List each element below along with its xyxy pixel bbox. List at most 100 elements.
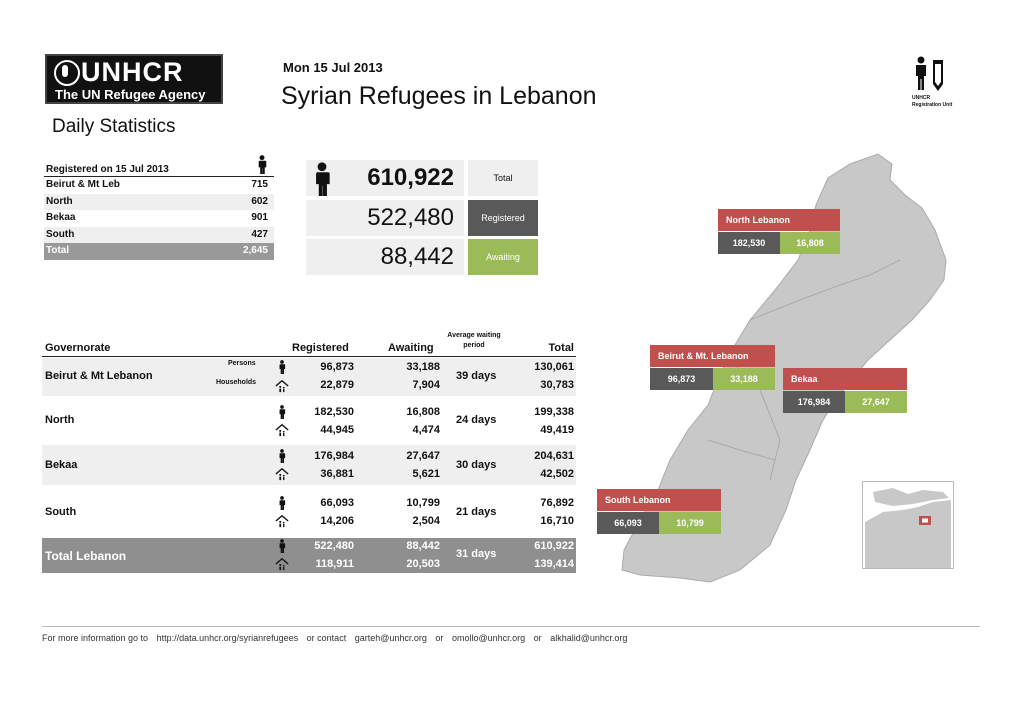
household-icon (275, 557, 289, 571)
governorate-table: Governorate Registered Awaiting Average … (42, 330, 576, 575)
footer-email[interactable]: alkhalid@unhcr.org (550, 633, 628, 643)
total-label: Total (468, 160, 538, 196)
footer-link[interactable]: http://data.unhcr.org/syrianrefugees (156, 633, 299, 643)
map-box-beirut-mt-lebanon: Beirut & Mt. Lebanon 96,873 33,188 (650, 345, 775, 391)
col-registered: Registered (292, 342, 349, 354)
col-governorate: Governorate (45, 342, 111, 354)
household-icon (275, 467, 289, 481)
table-row: Beirut & Mt Leb 715 (44, 177, 274, 194)
awaiting-persons: 27,647 (406, 450, 440, 462)
household-icon (275, 379, 289, 393)
registered-households: 14,206 (320, 515, 354, 527)
total-households: 30,783 (540, 379, 574, 391)
awaiting-households: 4,474 (412, 424, 440, 436)
row-label: South (46, 228, 75, 240)
registration-unit-label: UNHCR Registration Unit (912, 95, 972, 109)
unit-line1: UNHCR (912, 95, 931, 101)
avg-wait-days: 24 days (456, 414, 497, 426)
total-households: 49,419 (540, 424, 574, 436)
avg-wait-days: 21 days (456, 506, 497, 518)
registered-label: Registered (468, 200, 538, 236)
map-box-south-lebanon: South Lebanon 66,093 10,799 (597, 489, 721, 535)
logo-line1: UNHCR (81, 57, 184, 87)
map-box-name: Beirut & Mt. Lebanon (650, 345, 775, 367)
awaiting-persons: 16,808 (406, 406, 440, 418)
awaiting-persons: 10,799 (406, 497, 440, 509)
registered-persons: 66,093 (320, 497, 354, 509)
registered-persons: 522,480 (314, 540, 354, 552)
map-box-bekaa: Bekaa 176,984 27,647 (783, 368, 907, 414)
table-row: Bekaa 176,984 36,881 27,647 5,621 30 day… (42, 445, 576, 485)
total-summary-box: 610,922 (306, 160, 464, 196)
table-row: North 602 (44, 193, 274, 210)
table-row: North 182,530 44,945 16,808 4,474 24 day… (42, 402, 576, 440)
col-total: Total (548, 342, 574, 354)
total-persons: 199,338 (534, 406, 574, 418)
lebanon-marker-inner (922, 518, 928, 523)
row-label: Bekaa (46, 212, 76, 223)
table-row: Bekaa 901 (44, 210, 274, 227)
row-label: North (46, 195, 73, 207)
map-box-name: North Lebanon (718, 209, 840, 231)
total-persons: 610,922 (534, 540, 574, 552)
awaiting-households: 20,503 (406, 558, 440, 570)
daily-table-header-label: Registered on 15 Jul 2013 (46, 164, 169, 175)
inset-landmass (865, 500, 951, 568)
registered-persons: 96,873 (320, 361, 354, 373)
household-icon (275, 423, 289, 437)
map-box-awaiting: 10,799 (659, 512, 721, 534)
footer-divider (42, 626, 980, 627)
awaiting-persons: 88,442 (406, 540, 440, 552)
awaiting-households: 2,504 (412, 515, 440, 527)
person-icon (277, 496, 287, 510)
awaiting-value: 88,442 (380, 243, 454, 270)
row-value: 427 (251, 228, 268, 240)
awaiting-households: 7,904 (412, 379, 440, 391)
governorate-name: Total Lebanon (45, 549, 127, 563)
row-label: Beirut & Mt Leb (46, 179, 120, 190)
map-box-name: South Lebanon (597, 489, 721, 511)
footer-text: or (533, 633, 542, 643)
awaiting-persons: 33,188 (406, 361, 440, 373)
row-value: 2,645 (242, 245, 268, 256)
table-total-row: Total 2,645 (44, 243, 274, 260)
footer-email[interactable]: omollo@unhcr.org (451, 633, 526, 643)
persons-label: Persons (228, 360, 256, 367)
governorate-name: South (45, 506, 77, 518)
registered-persons: 176,984 (314, 450, 354, 462)
registered-households: 22,879 (320, 379, 354, 391)
daily-table-header: Registered on 15 Jul 2013 (44, 160, 274, 177)
map-box-north-lebanon: North Lebanon 182,530 16,808 (718, 209, 840, 255)
logo-line2: The UN Refugee Agency (55, 87, 206, 102)
awaiting-label: Awaiting (468, 239, 538, 275)
avg-wait-days: 30 days (456, 459, 497, 471)
awaiting-summary-box: 88,442 (306, 239, 464, 275)
household-icon (275, 514, 289, 528)
footer: For more information go to http://data.u… (42, 633, 633, 643)
governorate-name: North (45, 414, 75, 426)
report-date: Mon 15 Jul 2013 (283, 60, 383, 75)
registered-households: 118,911 (315, 558, 354, 570)
total-persons: 130,061 (534, 361, 574, 373)
registered-value: 522,480 (367, 204, 454, 231)
total-persons: 76,892 (540, 497, 574, 509)
map-box-registered: 96,873 (650, 368, 713, 390)
governorate-name: Beirut & Mt Lebanon (45, 370, 153, 382)
col-avg-wait: Average waiting period (447, 332, 501, 349)
person-icon (277, 360, 287, 374)
registered-summary-box: 522,480 (306, 200, 464, 236)
households-label: Households (216, 379, 257, 386)
registered-households: 36,881 (320, 468, 354, 480)
awaiting-households: 5,621 (412, 468, 440, 480)
person-icon (277, 539, 287, 553)
registered-persons: 182,530 (314, 406, 354, 418)
inset-locator-map (862, 481, 954, 569)
page-title: Syrian Refugees in Lebanon (281, 82, 597, 110)
table-row: Beirut & Mt Lebanon Persons Households 9… (42, 358, 576, 396)
row-value: 602 (251, 195, 268, 207)
map-box-registered: 176,984 (783, 391, 845, 413)
inset-europe (873, 488, 949, 506)
registered-households: 44,945 (320, 424, 354, 436)
footer-email[interactable]: garteh@unhcr.org (354, 633, 427, 643)
registration-unit-icon (916, 56, 943, 91)
